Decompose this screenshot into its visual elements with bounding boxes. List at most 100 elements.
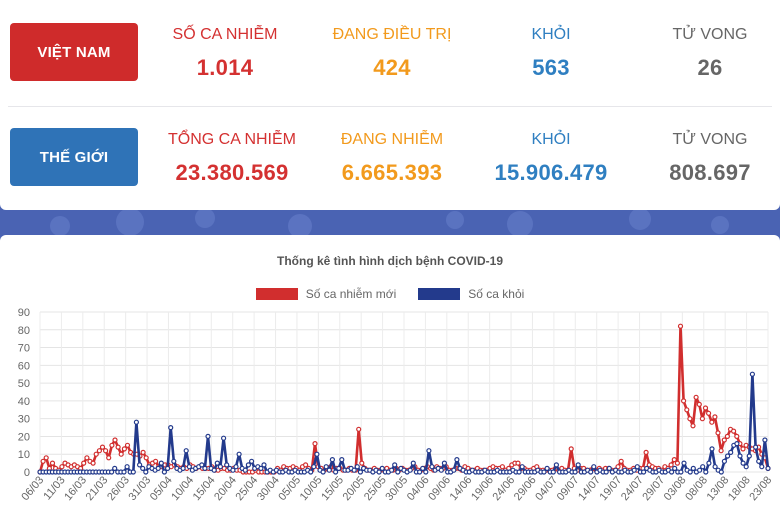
- data-point-recovered: [759, 464, 765, 470]
- data-point-recovered: [575, 462, 581, 468]
- legend-swatch-recovered: [418, 288, 461, 300]
- data-point-recovered: [329, 457, 335, 463]
- data-point-recovered: [143, 469, 149, 475]
- data-point-recovered: [171, 458, 177, 464]
- data-point-new-cases: [84, 455, 90, 461]
- world-badge[interactable]: THẾ GIỚI: [10, 128, 138, 186]
- data-point-recovered: [333, 469, 339, 475]
- data-point-new-cases: [740, 446, 746, 452]
- data-point-new-cases: [693, 394, 699, 400]
- data-point-new-cases: [96, 448, 103, 454]
- x-tick-label: 05/05: [276, 474, 303, 503]
- data-point-recovered: [124, 464, 130, 470]
- world-stat-cases: TỔNG CA NHIỄM 23.380.569: [152, 130, 312, 186]
- data-point-recovered: [108, 469, 115, 475]
- data-point-recovered: [690, 465, 696, 471]
- data-point-new-cases: [724, 433, 731, 439]
- data-point-new-cases: [705, 410, 712, 416]
- stat-label: ĐANG NHIỄM: [340, 131, 444, 148]
- y-tick-label: 70: [18, 343, 30, 355]
- data-point-recovered: [631, 467, 637, 473]
- x-tick-label: 31/03: [126, 474, 153, 503]
- data-point-new-cases: [721, 437, 727, 443]
- data-point-recovered: [700, 464, 706, 470]
- data-point-recovered: [168, 425, 174, 431]
- stat-label: KHỎI: [531, 131, 571, 148]
- data-point-new-cases: [677, 323, 684, 329]
- data-point-new-cases: [568, 446, 574, 452]
- x-tick-label: 10/05: [298, 474, 325, 503]
- data-point-recovered: [217, 464, 223, 470]
- data-point-recovered: [550, 469, 556, 475]
- data-point-new-cases: [696, 401, 702, 407]
- data-point-recovered: [743, 464, 749, 470]
- data-point-new-cases: [709, 419, 715, 425]
- stats-panel: VIỆT NAM SỐ CA NHIỄM 1.014 ĐANG ĐIỀU TRỊ…: [0, 0, 780, 210]
- data-point-recovered: [376, 469, 382, 475]
- data-point-recovered: [233, 464, 239, 470]
- data-point-new-cases: [109, 442, 115, 448]
- data-point-new-cases: [121, 446, 128, 452]
- y-tick-label: 20: [18, 431, 30, 443]
- x-tick-label: 04/06: [405, 474, 432, 503]
- x-tick-label: 23/08: [747, 474, 774, 503]
- data-point-recovered: [308, 469, 314, 475]
- data-point-recovered: [180, 465, 186, 471]
- data-point-new-cases: [730, 428, 737, 434]
- x-tick-label: 25/04: [234, 474, 261, 503]
- data-point-recovered: [242, 467, 248, 473]
- data-point-new-cases: [515, 460, 521, 466]
- data-point-recovered: [121, 469, 127, 475]
- x-tick-label: 25/05: [362, 474, 389, 503]
- data-point-recovered: [724, 453, 731, 459]
- data-point-new-cases: [699, 416, 706, 422]
- stat-label: TỬ VONG: [672, 131, 748, 148]
- y-tick-label: 50: [18, 378, 30, 390]
- data-point-recovered: [749, 371, 756, 377]
- stat-label: TỔNG CA NHIỄM: [167, 131, 296, 148]
- data-point-new-cases: [112, 437, 118, 443]
- data-point-new-cases: [668, 462, 674, 468]
- data-point-new-cases: [499, 464, 505, 470]
- vietnam-badge[interactable]: VIỆT NAM: [10, 23, 138, 81]
- data-point-new-cases: [702, 405, 709, 411]
- data-point-recovered: [224, 462, 230, 468]
- x-tick-label: 09/07: [555, 474, 582, 503]
- data-point-recovered: [161, 469, 167, 475]
- x-tick-label: 19/07: [598, 474, 625, 503]
- data-point-recovered: [417, 469, 423, 475]
- data-point-new-cases: [687, 416, 693, 422]
- data-point-recovered: [668, 469, 675, 475]
- data-point-recovered: [339, 457, 345, 463]
- legend-item-new-cases[interactable]: Số ca nhiễm mới: [255, 287, 397, 301]
- x-tick-label: 29/07: [640, 474, 667, 503]
- data-point-new-cases: [356, 426, 362, 432]
- x-tick-label: 24/07: [619, 474, 646, 503]
- world-stat-active: ĐANG NHIỄM 6.665.393: [312, 130, 472, 186]
- data-point-recovered: [199, 462, 205, 468]
- x-tick-label: 09/06: [426, 474, 453, 503]
- data-point-new-cases: [671, 457, 677, 463]
- y-tick-label: 90: [18, 307, 30, 319]
- data-point-recovered: [165, 465, 171, 471]
- data-point-new-cases: [43, 455, 49, 461]
- data-point-recovered: [541, 469, 547, 475]
- data-point-new-cases: [140, 449, 146, 455]
- data-point-recovered: [740, 460, 746, 466]
- world-stat-recovered: KHỎI 15.906.479: [471, 130, 631, 186]
- data-point-new-cases: [690, 423, 696, 429]
- data-point-recovered: [221, 435, 227, 441]
- legend-label: Số ca nhiễm mới: [305, 287, 397, 301]
- legend-item-recovered[interactable]: Số ca khỏi: [418, 287, 524, 301]
- data-point-recovered: [703, 469, 709, 475]
- data-point-recovered: [395, 469, 401, 475]
- data-point-new-cases: [715, 430, 721, 436]
- world-stat-deaths: TỬ VONG 808.697: [630, 130, 780, 186]
- data-point-recovered: [709, 446, 715, 452]
- stat-value: 1.014: [196, 55, 254, 80]
- data-point-new-cases: [618, 458, 624, 464]
- data-point-recovered: [603, 469, 609, 475]
- data-point-recovered: [311, 464, 317, 470]
- data-point-recovered: [351, 467, 357, 473]
